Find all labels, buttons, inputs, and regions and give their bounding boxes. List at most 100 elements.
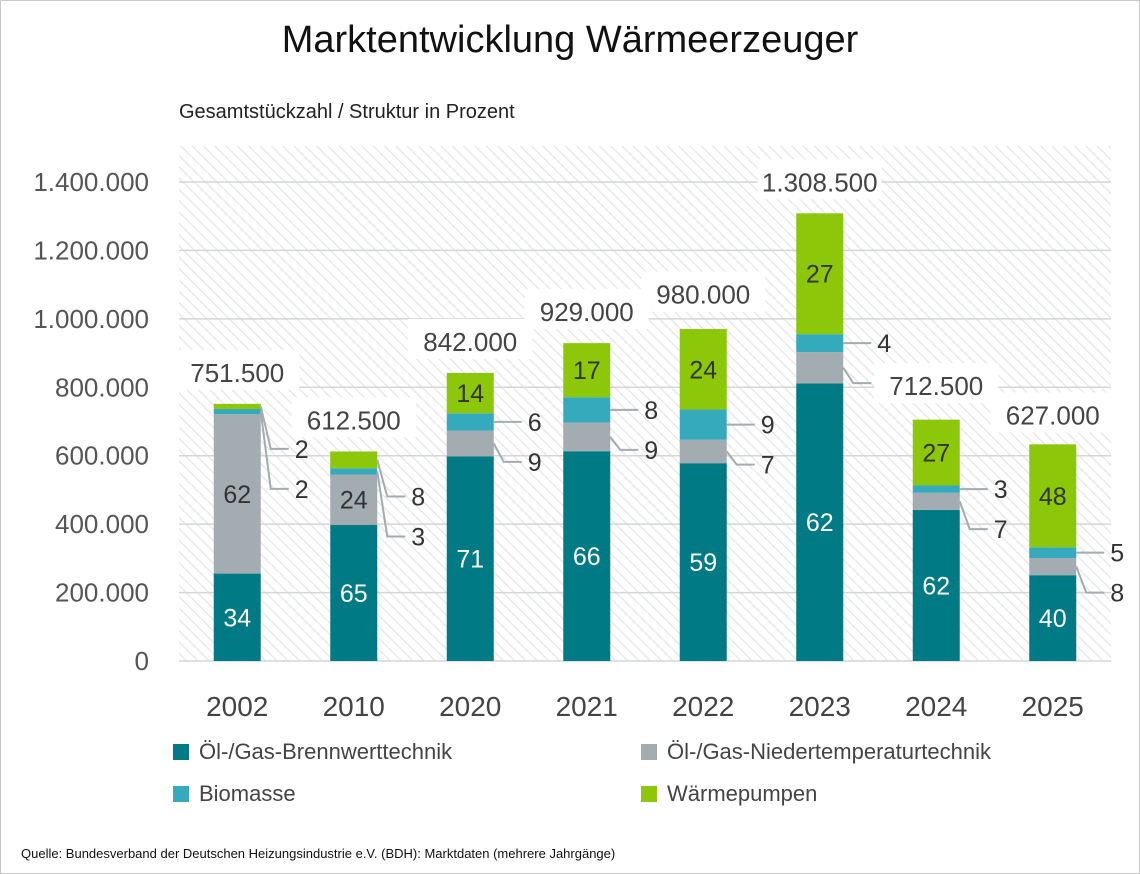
- bar-segment: [679, 329, 727, 410]
- legend-swatch: [641, 744, 657, 760]
- leader-line: [259, 411, 289, 490]
- y-tick-label: 800.000: [55, 372, 149, 402]
- bar-segment: [796, 334, 844, 353]
- total-label: 842.000: [423, 327, 517, 357]
- total-label-box: [641, 271, 766, 312]
- segment-label: 7: [994, 516, 1008, 544]
- segment-label: 17: [573, 357, 601, 385]
- legend-label: Biomasse: [199, 781, 296, 806]
- x-tick-label: 2025: [1022, 691, 1084, 722]
- bar-segment: [679, 463, 727, 661]
- bar-segment: [563, 343, 611, 398]
- segment-label: 4: [877, 330, 891, 358]
- total-label-box: [757, 159, 882, 200]
- bar-segment: [213, 403, 261, 410]
- leader-line: [376, 459, 406, 498]
- legend-label: Öl-/Gas-Niedertemperaturtechnik: [667, 739, 992, 764]
- segment-label: 8: [1110, 580, 1124, 608]
- bar-segment: [796, 352, 844, 384]
- segment-label: 66: [573, 543, 601, 571]
- bar-segment: [213, 573, 261, 661]
- segment-label: 27: [922, 440, 950, 468]
- bar-segment: [1029, 444, 1077, 548]
- legend-label: Wärmepumpen: [667, 781, 818, 806]
- bar-segment: [446, 430, 494, 457]
- bar-segment: [330, 524, 378, 661]
- segment-label: 62: [806, 509, 834, 537]
- total-label-box: [291, 397, 416, 438]
- segment-label: 48: [1039, 483, 1067, 511]
- segment-label: 62: [922, 572, 950, 600]
- segment-label: 8: [644, 397, 658, 425]
- segment-label: 3: [411, 523, 425, 551]
- segment-label: 6: [528, 409, 542, 437]
- bar-segment: [679, 439, 727, 464]
- x-tick-label: 2024: [905, 691, 967, 722]
- y-tick-label: 0: [135, 646, 149, 676]
- bar-segment: [1029, 558, 1077, 576]
- bar-segment: [1029, 547, 1077, 559]
- y-tick-label: 1.400.000: [33, 167, 149, 197]
- segment-label: 65: [340, 580, 368, 608]
- y-tick-label: 200.000: [55, 578, 149, 608]
- legend-item-waermepumpen: Wärmepumpen: [641, 781, 817, 807]
- segment-label: 8: [411, 483, 425, 511]
- bar-segment: [563, 397, 611, 423]
- total-label: 929.000: [540, 297, 634, 327]
- total-label: 980.000: [656, 280, 750, 310]
- bar-segment: [213, 409, 261, 415]
- segment-label: 3: [994, 476, 1008, 504]
- bar-segment: [446, 413, 494, 431]
- leader-line: [376, 471, 406, 538]
- segment-label: 14: [456, 380, 484, 408]
- total-label: 712.500: [889, 371, 983, 401]
- source-note: Quelle: Bundesverband der Deutschen Heiz…: [21, 846, 616, 861]
- total-label: 612.500: [307, 405, 401, 435]
- x-tick-label: 2023: [789, 691, 851, 722]
- x-tick-label: 2021: [556, 691, 618, 722]
- segment-label: 71: [456, 546, 484, 574]
- total-label-box: [990, 392, 1115, 433]
- x-tick-label: 2002: [206, 691, 268, 722]
- x-tick-label: 2020: [439, 691, 501, 722]
- bar-segment: [1029, 575, 1077, 661]
- segment-label: 7: [761, 452, 775, 480]
- chart-title: Marktentwicklung Wärmeerzeuger: [281, 19, 859, 61]
- segment-label: 5: [1110, 540, 1124, 568]
- leader-line: [958, 500, 988, 531]
- legend-label: Öl-/Gas-Brennwerttechnik: [199, 739, 453, 764]
- bar-segment: [912, 509, 960, 661]
- legend-swatch: [641, 786, 657, 802]
- x-tick-label: 2010: [323, 691, 385, 722]
- total-label-box: [408, 318, 533, 359]
- bar-segment: [213, 414, 261, 574]
- y-tick-label: 1.200.000: [33, 235, 149, 265]
- legend-item-brennwert: Öl-/Gas-Brennwerttechnik: [173, 739, 452, 765]
- bar-segment: [563, 422, 611, 452]
- segment-label: 24: [689, 356, 717, 384]
- leader-line: [259, 406, 289, 450]
- segment-label: 9: [761, 412, 775, 440]
- total-label: 1.308.500: [762, 167, 878, 197]
- total-label-box: [524, 289, 649, 330]
- segment-label: 2: [295, 476, 309, 504]
- legend-item-biomasse: Biomasse: [173, 781, 296, 807]
- bar-segment: [446, 372, 494, 414]
- bar-segment: [446, 456, 494, 661]
- segment-label: 2: [295, 436, 309, 464]
- bar-segment: [330, 451, 378, 469]
- leader-line: [842, 367, 872, 385]
- segment-label: 59: [689, 549, 717, 577]
- bar-segment: [796, 383, 844, 661]
- total-label: 627.000: [1006, 400, 1100, 430]
- legend-swatch: [173, 786, 189, 802]
- x-tick-label: 2022: [672, 691, 734, 722]
- segment-label: 34: [223, 604, 251, 632]
- segment-label: 24: [340, 487, 368, 515]
- leader-line: [492, 443, 522, 463]
- bar-segment: [912, 485, 960, 493]
- bar-segment: [330, 474, 378, 525]
- legend-swatch: [173, 744, 189, 760]
